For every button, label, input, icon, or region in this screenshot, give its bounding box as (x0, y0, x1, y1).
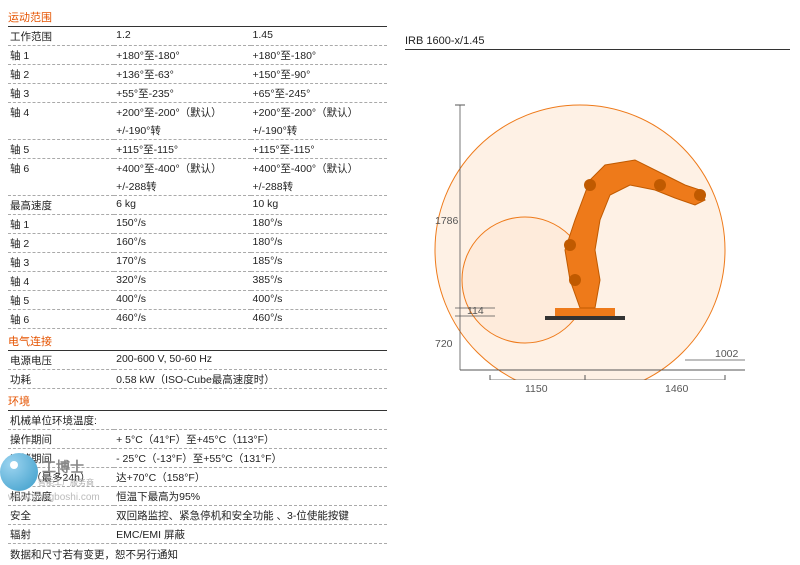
table-cell: +/-190°转 (114, 121, 250, 140)
watermark: www.gongboshi.com (8, 492, 100, 503)
table-cell: 操作期间 (8, 430, 114, 449)
table-cell: +180°至-180° (114, 46, 250, 65)
table-cell: 0.58 kW（ISO-Cube最高速度时） (114, 370, 387, 389)
table-cell: 10 kg (251, 196, 387, 215)
table-cell: 轴 4 (8, 103, 114, 122)
table-cell: 最高速度 (8, 196, 114, 215)
table-cell: 200-600 V, 50-60 Hz (114, 351, 387, 370)
table-cell: +136°至-63° (114, 65, 250, 84)
logo-icon (0, 453, 38, 491)
table-cell: - 25°C（-13°F）至+55°C（131°F） (114, 449, 387, 468)
table-cell: 达+70°C（158°F） (114, 468, 387, 487)
dim-left: 1150 (525, 383, 548, 395)
logo-sub: 智能工厂服务商 (38, 477, 94, 488)
table-cell: +115°至-115° (114, 140, 250, 159)
section-header-motion: 运动范围 (8, 7, 387, 27)
table-cell: 轴 5 (8, 291, 114, 310)
table-cell: 功耗 (8, 370, 114, 389)
table-cell: 轴 4 (8, 272, 114, 291)
diagram-panel: IRB 1600-x/1.45 1786 114 720 1150 1460 1… (395, 0, 800, 511)
table-cell: +400°至-400°（默认） (251, 159, 387, 178)
table-cell: +/-288转 (114, 177, 250, 196)
table-cell: 160°/s (114, 234, 250, 253)
table-cell: 460°/s (251, 310, 387, 329)
model-title: IRB 1600-x/1.45 (405, 33, 790, 50)
table-cell: +200°至-200°（默认） (251, 103, 387, 122)
col-header: 工作范围 (8, 27, 114, 46)
motion-table: 工作范围 1.2 1.45 轴 1+180°至-180°+180°至-180°轴… (8, 27, 387, 329)
table-cell: +115°至-115° (251, 140, 387, 159)
col-header: 1.45 (251, 27, 387, 46)
table-cell (8, 121, 114, 140)
table-cell: +200°至-200°（默认） (114, 103, 250, 122)
reach-diagram: 1786 114 720 1150 1460 1002 (405, 80, 785, 420)
table-cell: 轴 3 (8, 84, 114, 103)
table-cell: 轴 1 (8, 46, 114, 65)
table-cell: 150°/s (114, 215, 250, 234)
table-cell (8, 177, 114, 196)
table-cell: 185°/s (251, 253, 387, 272)
section-header-env: 环境 (8, 391, 387, 411)
table-cell: 电源电压 (8, 351, 114, 370)
dim-offset: 114 (467, 305, 484, 317)
table-cell: 轴 3 (8, 253, 114, 272)
spec-table-panel: 运动范围 工作范围 1.2 1.45 轴 1+180°至-180°+180°至-… (0, 0, 395, 511)
table-cell: 170°/s (114, 253, 250, 272)
table-cell: +/-190°转 (251, 121, 387, 140)
dim-side: 1002 (715, 348, 738, 360)
table-cell: 轴 5 (8, 140, 114, 159)
table-cell: +/-288转 (251, 177, 387, 196)
table-cell: 恒温下最高为95% (114, 487, 387, 506)
logo: 工博士 智能工厂服务商 (0, 453, 94, 491)
table-cell: 320°/s (114, 272, 250, 291)
table-cell: 385°/s (251, 272, 387, 291)
table-cell: 轴 6 (8, 159, 114, 178)
table-cell: 安全 (8, 506, 114, 525)
table-cell: 轴 2 (8, 234, 114, 253)
table-cell: 机械单位环境温度: (8, 411, 114, 430)
table-cell: +65°至-245° (251, 84, 387, 103)
logo-text: 工博士 (42, 459, 84, 475)
dim-right: 1460 (665, 383, 688, 395)
dim-height: 1786 (435, 215, 458, 227)
table-cell: 双回路监控、紧急停机和安全功能 、3-位使能按键 (114, 506, 387, 525)
table-cell: 400°/s (114, 291, 250, 310)
table-cell: 辐射 (8, 525, 114, 544)
diagram-svg (405, 80, 785, 380)
table-cell: 轴 2 (8, 65, 114, 84)
dim-base: 720 (435, 338, 453, 350)
table-cell: + 5°C（41°F）至+45°C（113°F） (114, 430, 387, 449)
section-header-electrical: 电气连接 (8, 331, 387, 351)
table-cell: +400°至-400°（默认） (114, 159, 250, 178)
footer-note: 数据和尺寸若有变更，恕不另行通知 (8, 544, 387, 565)
table-cell: 460°/s (114, 310, 250, 329)
table-cell: 180°/s (251, 215, 387, 234)
table-cell: 6 kg (114, 196, 250, 215)
table-cell: +150°至-90° (251, 65, 387, 84)
table-cell: +55°至-235° (114, 84, 250, 103)
col-header: 1.2 (114, 27, 250, 46)
table-cell: 400°/s (251, 291, 387, 310)
table-cell: +180°至-180° (251, 46, 387, 65)
table-cell (114, 411, 387, 430)
table-cell: 180°/s (251, 234, 387, 253)
table-cell: 轴 6 (8, 310, 114, 329)
table-cell: EMC/EMI 屏蔽 (114, 525, 387, 544)
table-cell: 轴 1 (8, 215, 114, 234)
electrical-table: 电源电压200-600 V, 50-60 Hz功耗0.58 kW（ISO-Cub… (8, 351, 387, 389)
